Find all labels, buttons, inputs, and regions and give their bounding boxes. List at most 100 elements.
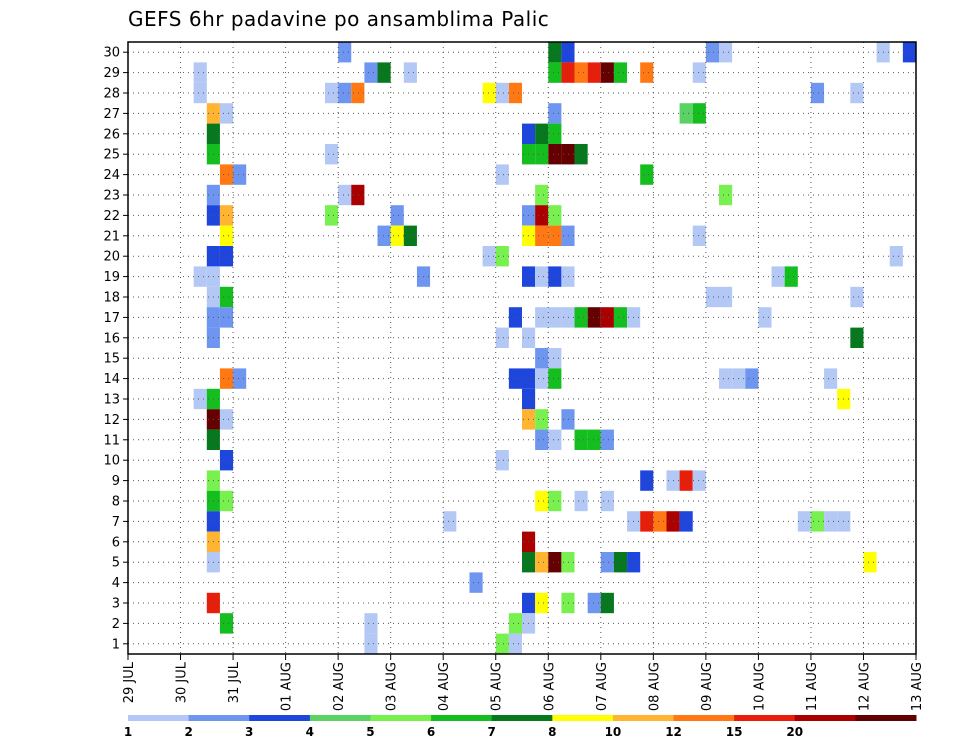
heatmap-cell (600, 552, 614, 573)
heatmap-cell (535, 429, 549, 450)
heatmap-cell (338, 82, 352, 104)
heatmap-cell (495, 327, 509, 348)
heatmap-cell (679, 470, 693, 491)
heatmap-cell (692, 62, 706, 83)
x-tick-label: 01 AUG (280, 662, 295, 711)
heatmap-cell (600, 429, 614, 450)
heatmap-cell (548, 348, 562, 369)
heatmap-cell (561, 592, 575, 614)
heatmap-cell (850, 327, 864, 348)
heatmap-cell (495, 246, 509, 267)
legend-swatch (370, 715, 432, 721)
heatmap-cell (482, 82, 496, 104)
legend-swatch (309, 715, 371, 721)
heatmap-cell (233, 164, 247, 185)
heatmap-cell (508, 368, 522, 389)
legend-swatch (188, 715, 250, 721)
y-tick-label: 12 (103, 413, 120, 428)
y-tick-label: 17 (103, 311, 120, 326)
heatmap-cell (219, 286, 234, 308)
y-tick-label: 13 (103, 393, 120, 408)
heatmap-cell (561, 307, 575, 328)
x-axis: 29 JUL 30 JUL 31 JUL 01 AUG 02 AUG 03 AUG 04 A… (122, 654, 925, 711)
heatmap-cell (719, 42, 733, 63)
chart-title: GEFS 6hr padavine po ansamblima Palic (128, 7, 549, 31)
heatmap-cell (692, 225, 706, 246)
y-tick-label: 27 (103, 107, 120, 122)
heatmap-cell (548, 266, 562, 287)
heatmap-cell (850, 82, 864, 104)
y-tick-label: 5 (112, 556, 120, 571)
x-tick-label: 30 JUL (175, 661, 190, 703)
heatmap-cell (745, 368, 759, 389)
legend-swatch (855, 715, 917, 721)
y-tick-label: 16 (103, 331, 120, 346)
legend-swatch (794, 715, 856, 721)
heatmap-cell (561, 266, 575, 287)
heatmap-cell (600, 490, 614, 512)
heatmap-cell (561, 62, 575, 83)
heatmap-cell (548, 42, 562, 63)
y-tick-label: 26 (103, 127, 120, 142)
heatmap-cell (548, 368, 562, 389)
x-tick-label: 03 AUG (385, 662, 400, 711)
legend-swatch (128, 715, 190, 721)
heatmap-cell (600, 62, 614, 83)
heatmap-cell (889, 246, 903, 267)
heatmap-cell (351, 82, 365, 104)
heatmap-cell (692, 103, 706, 124)
heatmap-cell (902, 42, 916, 63)
legend-swatch (491, 715, 553, 721)
heatmap-cell (719, 286, 733, 308)
heatmap-cell (613, 307, 628, 328)
heatmap-cell (508, 633, 522, 654)
heatmap-cell (193, 388, 207, 410)
heatmap-cell (587, 307, 601, 328)
heatmap-cell (797, 511, 811, 532)
heatmap-cell (325, 144, 339, 165)
y-tick-label: 21 (103, 229, 120, 244)
grid-lines (128, 42, 916, 654)
heatmap-cell (233, 368, 247, 389)
heatmap-cell (574, 490, 588, 512)
y-tick-label: 14 (103, 372, 120, 387)
legend-swatch (673, 715, 735, 721)
heatmap-cell (219, 450, 234, 471)
heatmap-cell (219, 164, 234, 185)
x-tick-label: 11 AUG (805, 662, 820, 711)
legend-swatch (431, 715, 493, 721)
plot-frame (127, 41, 917, 655)
heatmap-cell (574, 307, 588, 328)
heatmap-cell (535, 184, 549, 206)
heatmap-cell (219, 307, 234, 328)
heatmap-cell (824, 368, 838, 389)
heatmap-cell (561, 42, 575, 63)
heatmap-cell (863, 552, 877, 573)
legend-label: 6 (427, 725, 435, 739)
legend-label: 4 (306, 725, 314, 739)
heatmap-cell (535, 144, 549, 165)
heatmap-cell (640, 164, 654, 185)
heatmap-cell (377, 225, 391, 246)
heatmap-cell (640, 62, 654, 83)
x-tick-label: 04 AUG (437, 662, 452, 711)
x-tick-label: 13 AUG (910, 662, 925, 711)
heatmap-cell (548, 307, 562, 328)
heatmap-cell (679, 511, 693, 532)
legend-swatch (734, 715, 796, 721)
heatmap-cell (705, 42, 719, 63)
y-tick-label: 3 (112, 597, 120, 612)
heatmap-cell (640, 511, 654, 532)
legend-label: 2 (184, 725, 192, 739)
y-tick-label: 1 (112, 637, 120, 652)
heatmap-cell (495, 450, 509, 471)
heatmap-cell (574, 144, 588, 165)
heatmap-cell (495, 164, 509, 185)
y-tick-label: 29 (103, 66, 120, 81)
heatmap-cell (705, 286, 719, 308)
y-tick-label: 28 (103, 87, 120, 102)
heatmap-cell (482, 246, 496, 267)
heatmap-cell (219, 490, 234, 512)
legend-label: 10 (605, 725, 622, 739)
heatmap-cell (403, 225, 417, 246)
